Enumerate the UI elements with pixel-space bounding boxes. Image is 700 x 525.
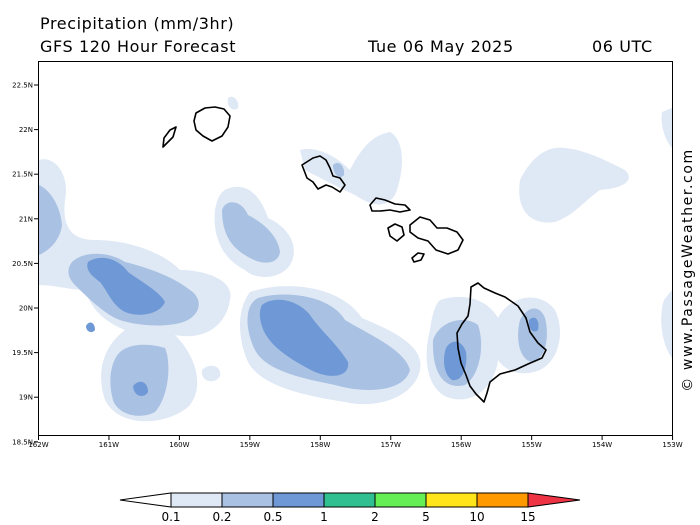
lon-tick-label: 159W	[240, 441, 260, 449]
precip-area	[661, 290, 672, 358]
precip-area	[133, 381, 148, 396]
lat-tick-label: 22N	[19, 126, 33, 134]
precip-area	[227, 96, 239, 110]
forecast-subtitle: GFS 120 Hour Forecast	[40, 37, 237, 56]
colorbar-swatch	[272, 492, 325, 508]
lon-tick-label: 155W	[522, 441, 542, 449]
colorbar-swatch	[323, 492, 376, 508]
precip-area	[300, 132, 402, 205]
precip-area	[39, 185, 62, 255]
maui-coastline	[409, 216, 464, 255]
colorbar-swatch	[221, 492, 274, 508]
lon-tick-label: 161W	[99, 441, 119, 449]
lon-tick-label: 156W	[451, 441, 471, 449]
niihau-coastline	[162, 126, 177, 148]
lon-tick-label: 158W	[310, 441, 330, 449]
forecast-time: 06 UTC	[592, 37, 653, 56]
colorbar-level-label: 15	[520, 510, 535, 524]
colorbar-under-arrow	[119, 492, 172, 508]
kauai-coastline	[193, 106, 231, 142]
oahu-coastline	[301, 155, 346, 193]
lat-tick-label: 21.5N	[12, 171, 33, 179]
lat-tick-label: 20N	[19, 305, 33, 313]
precip-area	[86, 322, 95, 333]
chart-title: Precipitation (mm/3hr)	[40, 14, 235, 33]
precip-area	[201, 365, 221, 382]
longitude-axis: 162W 161W 160W 159W 158W 157W 156W 155W 154W 153W	[28, 436, 683, 449]
colorbar-swatch	[374, 492, 427, 508]
precip-colorbar: 0.1 0.2 0.5 1 2 5 10 15	[119, 492, 581, 524]
lat-tick-label: 19.5N	[12, 349, 33, 357]
precip-area	[528, 317, 539, 332]
lanai-coastline	[387, 223, 405, 242]
coastlines	[162, 106, 547, 403]
precip-area	[444, 341, 467, 381]
latitude-axis: 22.5N 22N 21.5N 21N 20.5N 20N 19.5N 19N 18.5N	[12, 82, 38, 446]
colorbar-level-label: 0.5	[263, 510, 282, 524]
colorbar-level-label: 2	[371, 510, 379, 524]
lon-tick-label: 154W	[592, 441, 612, 449]
lat-tick-label: 21N	[19, 215, 33, 223]
kahoolawe-coastline	[411, 252, 425, 263]
colorbar-over-arrow	[527, 492, 581, 508]
precip-field	[39, 96, 672, 422]
precip-area	[110, 344, 169, 416]
colorbar-level-label: 10	[469, 510, 484, 524]
lat-tick-label: 22.5N	[12, 82, 33, 90]
precip-area	[222, 202, 280, 263]
colorbar-swatch	[476, 492, 529, 508]
map-frame	[38, 61, 673, 436]
colorbar-level-label: 5	[422, 510, 430, 524]
colorbar-level-label: 1	[320, 510, 328, 524]
precip-area	[87, 257, 165, 315]
hawaii-coastline	[456, 282, 547, 403]
colorbar-level-label: 0.1	[161, 510, 180, 524]
precip-area	[661, 108, 672, 148]
lat-tick-label: 18.5N	[12, 438, 33, 446]
lat-tick-label: 20.5N	[12, 260, 33, 268]
forecast-date: Tue 06 May 2025	[368, 37, 514, 56]
lon-tick-label: 160W	[169, 441, 189, 449]
molokai-coastline	[369, 197, 411, 213]
colorbar-swatch	[170, 492, 223, 508]
lon-tick-label: 162W	[28, 441, 48, 449]
lat-tick-label: 19N	[19, 394, 33, 402]
lon-tick-label: 157W	[381, 441, 401, 449]
precip-area	[519, 147, 629, 223]
colorbar-level-label: 0.2	[212, 510, 231, 524]
lon-tick-label: 153W	[662, 441, 682, 449]
precip-area	[333, 163, 345, 177]
colorbar-swatch	[425, 492, 478, 508]
precip-area	[259, 299, 349, 376]
